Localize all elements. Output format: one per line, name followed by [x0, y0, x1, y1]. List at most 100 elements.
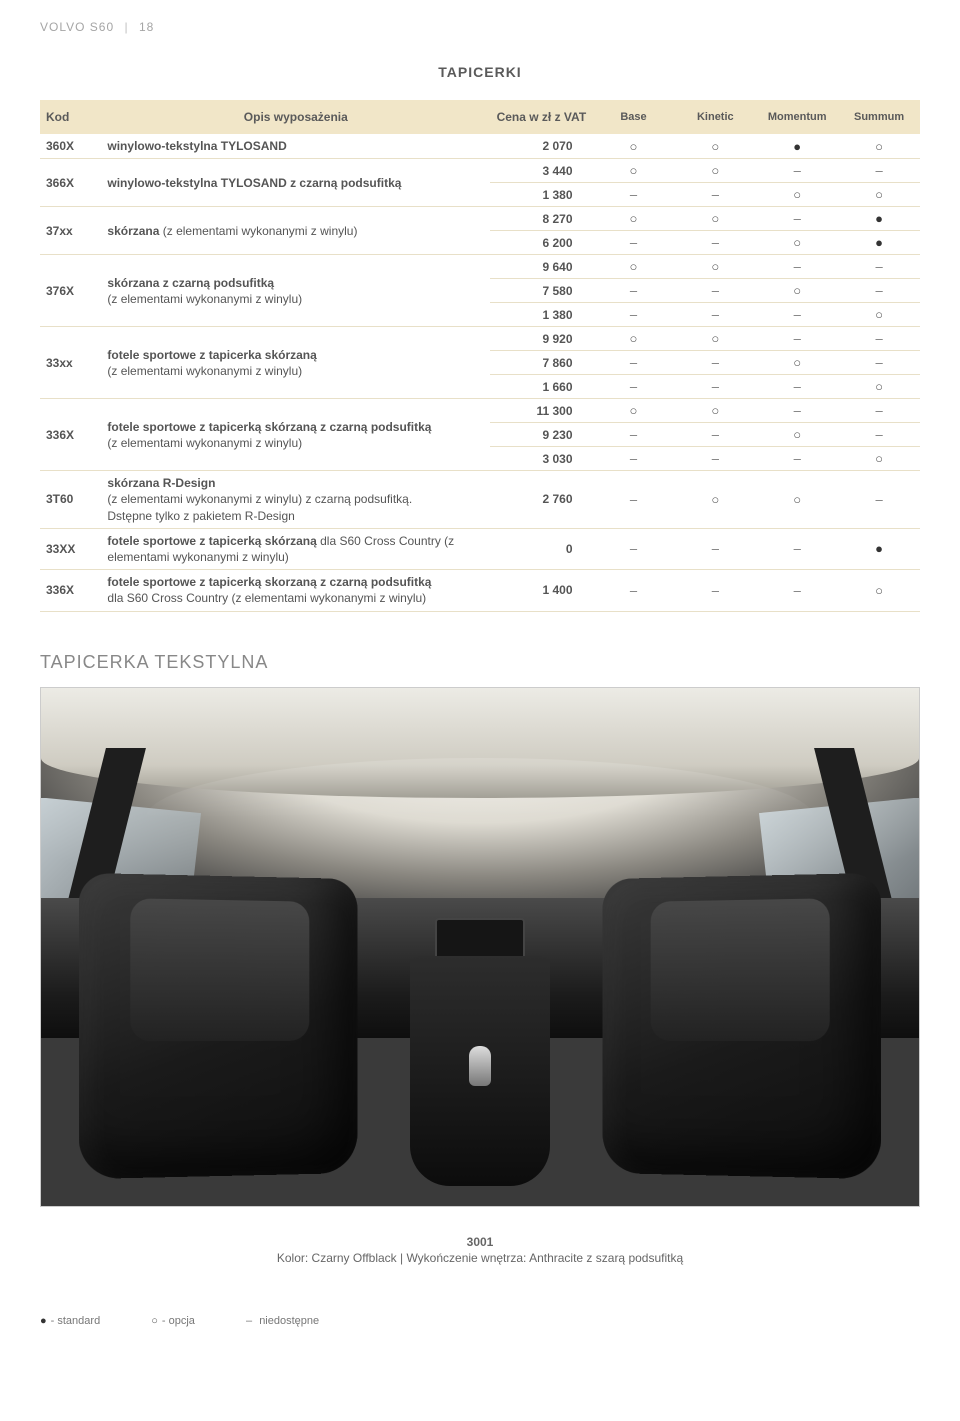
- circle-open-icon: [630, 403, 638, 418]
- cell-availability: [838, 471, 920, 529]
- circle-open-icon: [711, 331, 719, 346]
- cell-price: 6 200: [490, 231, 592, 255]
- dash-icon: [794, 451, 801, 466]
- col-opis: Opis wyposażenia: [101, 100, 490, 134]
- cell-opis: winylowo-tekstylna TYLOSAND: [101, 134, 490, 159]
- col-summum: Summum: [838, 100, 920, 134]
- circle-open-icon: [793, 355, 801, 370]
- section-title: TAPICERKI: [40, 64, 920, 80]
- spec-table: Kod Opis wyposażenia Cena w zł z VAT Bas…: [40, 100, 920, 612]
- dash-icon: [712, 355, 719, 370]
- dash-icon: [712, 235, 719, 250]
- cell-kod: 336X: [40, 570, 101, 611]
- dash-icon: [712, 187, 719, 202]
- cell-kod: 37xx: [40, 207, 101, 255]
- cell-availability: [838, 255, 920, 279]
- cell-availability: [674, 255, 756, 279]
- shift-knob: [469, 1046, 491, 1086]
- dash-icon: [794, 379, 801, 394]
- dash-icon: [712, 283, 719, 298]
- cell-availability: [756, 255, 838, 279]
- cell-price: 1 400: [490, 570, 592, 611]
- cell-kod: 360X: [40, 134, 101, 159]
- figure-caption-text: Kolor: Czarny Offblack | Wykończenie wnę…: [277, 1251, 683, 1265]
- cell-kod: 366X: [40, 159, 101, 207]
- dash-icon: [712, 307, 719, 322]
- dash-icon: [794, 259, 801, 274]
- circle-open-icon: [711, 492, 719, 507]
- interior-photo: [40, 687, 920, 1207]
- cell-availability: [756, 207, 838, 231]
- dash-icon: [794, 583, 801, 598]
- cell-opis: fotele sportowe z tapicerką skorzaną z c…: [101, 570, 490, 611]
- circle-open-icon: [711, 211, 719, 226]
- circle-open-icon: [793, 235, 801, 250]
- table-row: 366Xwinylowo-tekstylna TYLOSAND z czarną…: [40, 159, 920, 183]
- dash-icon: [794, 331, 801, 346]
- cell-availability: [838, 183, 920, 207]
- table-row: 336Xfotele sportowe z tapicerką skorzaną…: [40, 570, 920, 611]
- dash-icon: [246, 1315, 252, 1327]
- circle-filled-icon: [875, 235, 883, 250]
- dash-icon: [712, 379, 719, 394]
- dash-icon: [875, 163, 882, 178]
- circle-filled-icon: [793, 139, 801, 154]
- circle-open-icon: [793, 283, 801, 298]
- cell-availability: [756, 279, 838, 303]
- dash-icon: [630, 541, 637, 556]
- breadcrumb-model: VOLVO S60: [40, 20, 114, 34]
- cell-availability: [593, 231, 675, 255]
- table-row: 37xxskórzana (z elementami wykonanymi z …: [40, 207, 920, 231]
- col-kinetic: Kinetic: [674, 100, 756, 134]
- cell-availability: [674, 399, 756, 423]
- circle-open-icon: [630, 163, 638, 178]
- cell-availability: [593, 375, 675, 399]
- filled-circle-icon: [40, 1315, 47, 1327]
- legend-na: niedostępne: [246, 1315, 343, 1327]
- circle-open-icon: [711, 163, 719, 178]
- col-kod: Kod: [40, 100, 101, 134]
- cell-availability: [756, 159, 838, 183]
- dash-icon: [630, 307, 637, 322]
- dash-icon: [630, 235, 637, 250]
- cell-price: 1 380: [490, 303, 592, 327]
- cell-availability: [838, 399, 920, 423]
- cell-availability: [674, 471, 756, 529]
- circle-open-icon: [711, 259, 719, 274]
- cell-availability: [838, 375, 920, 399]
- table-header-row: Kod Opis wyposażenia Cena w zł z VAT Bas…: [40, 100, 920, 134]
- cell-availability: [674, 279, 756, 303]
- cell-price: 1 660: [490, 375, 592, 399]
- dash-icon: [794, 211, 801, 226]
- circle-open-icon: [875, 583, 883, 598]
- cell-availability: [838, 528, 920, 569]
- circle-open-icon: [875, 307, 883, 322]
- cell-availability: [838, 327, 920, 351]
- cell-availability: [756, 471, 838, 529]
- legend-standard: - standard: [40, 1315, 124, 1327]
- dash-icon: [794, 163, 801, 178]
- cell-availability: [756, 303, 838, 327]
- dash-icon: [630, 187, 637, 202]
- chart-name: TAPICERKA TEKSTYLNA: [40, 652, 920, 673]
- breadcrumb-page: 18: [139, 20, 154, 34]
- cell-availability: [838, 303, 920, 327]
- cell-opis: fotele sportowe z tapicerka skórzaną(z e…: [101, 327, 490, 399]
- cell-availability: [593, 207, 675, 231]
- cell-price: 9 640: [490, 255, 592, 279]
- dash-icon: [794, 541, 801, 556]
- breadcrumb: VOLVO S60 | 18: [40, 20, 920, 34]
- cell-availability: [593, 423, 675, 447]
- cell-availability: [838, 207, 920, 231]
- cell-opis: fotele sportowe z tapicerką skórzaną dla…: [101, 528, 490, 569]
- cell-price: 0: [490, 528, 592, 569]
- cell-availability: [756, 375, 838, 399]
- cell-availability: [674, 423, 756, 447]
- cell-availability: [593, 570, 675, 611]
- cell-kod: 376X: [40, 255, 101, 327]
- dash-icon: [630, 283, 637, 298]
- cell-kod: 33XX: [40, 528, 101, 569]
- circle-filled-icon: [875, 541, 883, 556]
- cell-opis: skórzana (z elementami wykonanymi z winy…: [101, 207, 490, 255]
- cell-availability: [838, 447, 920, 471]
